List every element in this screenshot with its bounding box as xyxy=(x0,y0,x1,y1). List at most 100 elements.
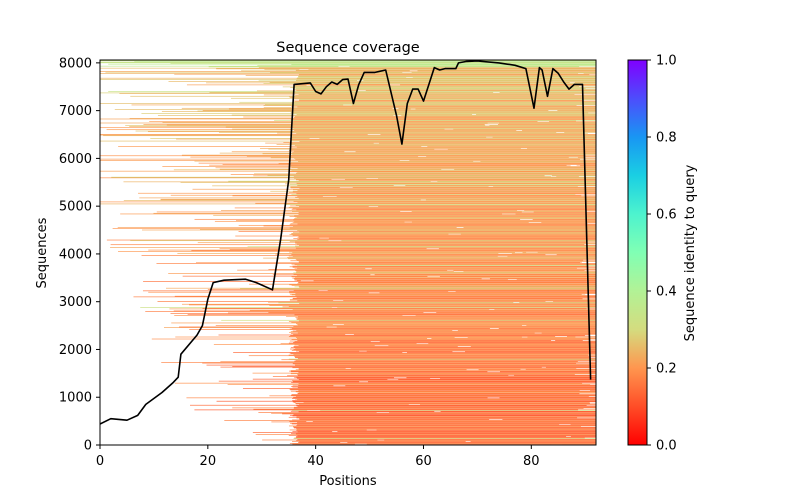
alignment-row xyxy=(170,313,596,314)
alignment-row xyxy=(291,276,596,278)
alignment-gap xyxy=(489,309,495,310)
alignment-gap xyxy=(544,175,552,177)
alignment-row xyxy=(139,197,596,199)
chart-title: Sequence coverage xyxy=(276,40,420,56)
alignment-row xyxy=(289,234,596,236)
alignment-row xyxy=(294,101,596,102)
alignment-gap xyxy=(457,346,471,347)
alignment-row xyxy=(292,222,596,223)
alignment-row xyxy=(295,295,596,296)
alignment-row xyxy=(299,303,596,304)
alignment-gap xyxy=(521,211,534,213)
alignment-row xyxy=(282,86,596,88)
alignment-row xyxy=(297,300,596,302)
alignment-row xyxy=(288,96,596,98)
alignment-row xyxy=(100,127,596,129)
alignment-row xyxy=(292,235,596,236)
alignment-gap xyxy=(508,374,515,376)
alignment-gap xyxy=(418,156,427,157)
alignment-row xyxy=(298,372,596,373)
alignment-gap xyxy=(568,156,578,158)
alignment-row xyxy=(247,246,596,248)
alignment-row xyxy=(295,398,596,400)
alignment-row xyxy=(299,418,596,420)
alignment-gap xyxy=(402,71,412,73)
alignment-row xyxy=(296,318,596,320)
alignment-row xyxy=(221,319,596,321)
alignment-row xyxy=(194,218,596,220)
alignment-row xyxy=(163,327,596,328)
alignment-row xyxy=(151,338,596,340)
alignment-row xyxy=(297,230,596,232)
alignment-row xyxy=(190,404,587,406)
alignment-row xyxy=(289,370,596,372)
x-tick-label: 0 xyxy=(96,454,104,469)
alignment-row xyxy=(118,251,596,252)
alignment-row xyxy=(294,264,596,266)
alignment-gap xyxy=(295,402,304,403)
alignment-row xyxy=(106,129,596,131)
alignment-row xyxy=(299,237,596,239)
alignment-row xyxy=(298,390,596,391)
alignment-row xyxy=(298,411,596,413)
alignment-row xyxy=(291,123,596,125)
alignment-row xyxy=(191,250,596,252)
alignment-row xyxy=(291,285,596,286)
alignment-row xyxy=(100,134,596,135)
alignment-row xyxy=(293,289,596,291)
alignment-row xyxy=(298,245,596,246)
alignment-row xyxy=(298,285,596,287)
alignment-row xyxy=(293,346,596,347)
alignment-row xyxy=(294,278,596,280)
alignment-row xyxy=(298,385,596,387)
alignment-row xyxy=(130,240,596,242)
alignment-row xyxy=(129,126,596,127)
alignment-gap xyxy=(427,275,440,277)
alignment-row xyxy=(100,60,596,62)
alignment-row xyxy=(248,355,596,357)
alignment-row xyxy=(290,410,596,412)
alignment-row xyxy=(297,172,596,173)
alignment-row xyxy=(220,366,596,368)
alignment-gap xyxy=(326,326,337,328)
alignment-row xyxy=(299,441,596,443)
alignment-row xyxy=(292,415,596,417)
alignment-gap xyxy=(399,160,410,161)
alignment-row xyxy=(292,208,596,209)
alignment-row xyxy=(290,187,596,189)
alignment-row xyxy=(133,296,596,298)
alignment-row xyxy=(148,249,596,251)
alignment-row xyxy=(298,345,596,347)
alignment-gap xyxy=(394,377,407,379)
alignment-row xyxy=(283,142,596,143)
alignment-row xyxy=(289,429,596,431)
alignment-gap xyxy=(427,338,432,339)
alignment-gap xyxy=(306,85,314,86)
alignment-row xyxy=(259,148,596,149)
alignment-row xyxy=(299,418,596,419)
alignment-row xyxy=(100,122,596,124)
alignment-row xyxy=(292,363,596,365)
alignment-row xyxy=(232,407,596,409)
alignment-row xyxy=(293,354,596,355)
alignment-row xyxy=(288,354,589,356)
alignment-row xyxy=(290,347,596,349)
alignment-row xyxy=(299,351,596,353)
alignment-row xyxy=(297,424,596,425)
alignment-row xyxy=(129,117,596,119)
alignment-row xyxy=(294,286,596,288)
alignment-row xyxy=(293,414,596,415)
alignment-gap xyxy=(420,199,426,201)
alignment-row xyxy=(296,243,596,245)
alignment-row xyxy=(298,74,590,76)
alignment-row xyxy=(143,124,596,125)
alignment-row xyxy=(299,188,596,189)
alignment-row xyxy=(293,176,579,177)
alignment-row xyxy=(272,274,596,276)
alignment-row xyxy=(297,374,575,375)
alignment-gap xyxy=(486,136,493,138)
alignment-row xyxy=(295,433,596,435)
alignment-row xyxy=(298,236,596,238)
alignment-row xyxy=(110,244,585,246)
alignment-row xyxy=(288,335,596,337)
